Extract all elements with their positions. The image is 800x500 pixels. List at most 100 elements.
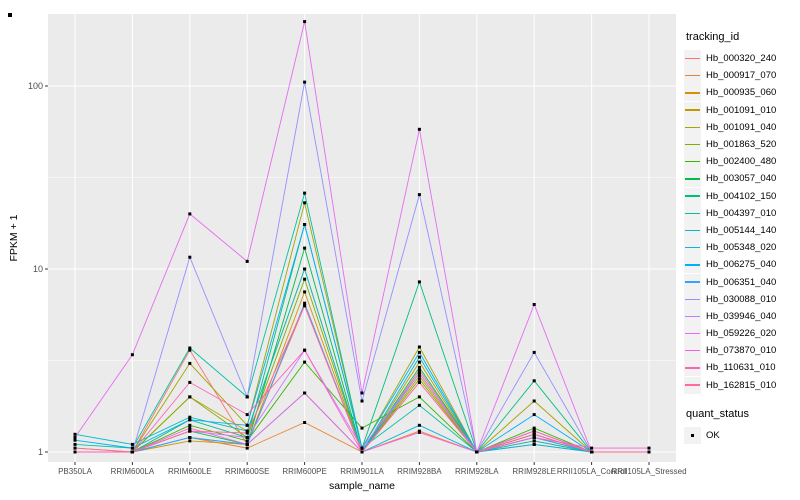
legend-key-line-icon	[685, 246, 700, 249]
data-point	[73, 432, 77, 436]
data-point	[130, 442, 134, 446]
quant-status-legend: quant_status OK	[684, 408, 800, 444]
x-tick-label: RRIM600LA	[111, 467, 155, 476]
data-point	[245, 429, 249, 433]
legend-key	[684, 101, 701, 119]
data-point	[417, 395, 421, 399]
data-point	[303, 201, 307, 205]
square-point-icon	[690, 433, 695, 438]
legend-item-label: Hb_005144_140	[706, 224, 777, 236]
data-point	[303, 191, 307, 195]
data-point	[245, 259, 249, 263]
data-point	[245, 395, 249, 399]
legend-title-quant-status: quant_status	[686, 407, 749, 420]
y-tick-label: 100	[28, 81, 43, 91]
legend-item-label: Hb_059226_020	[706, 328, 777, 340]
data-point	[303, 277, 307, 281]
x-tick-label: RRIM600SE	[225, 467, 269, 476]
legend-item-Hb_002400_480: Hb_002400_480	[684, 153, 800, 171]
legend-key	[684, 359, 701, 377]
data-point	[417, 193, 421, 197]
legend-item-label: Hb_001863_520	[706, 139, 777, 151]
data-point	[417, 430, 421, 434]
legend-item-Hb_006351_040: Hb_006351_040	[684, 273, 800, 291]
data-point	[188, 395, 192, 399]
data-point	[417, 371, 421, 375]
data-point	[188, 348, 192, 352]
legend-key	[684, 170, 701, 188]
legend-item-label: Hb_002400_480	[706, 156, 777, 168]
legend-item-Hb_030088_010: Hb_030088_010	[684, 290, 800, 308]
legend-key-line-icon	[685, 126, 700, 129]
data-point	[73, 438, 77, 442]
legend-key-line-icon	[685, 178, 700, 180]
legend-key	[684, 153, 701, 171]
data-point	[73, 436, 77, 439]
legend-item-label: Hb_110631_010	[706, 362, 776, 374]
data-point	[245, 439, 249, 443]
legend-key	[684, 118, 701, 136]
legend-key	[684, 290, 701, 308]
data-point	[245, 436, 249, 439]
x-axis-title: sample_name	[329, 480, 395, 492]
data-point	[417, 380, 421, 384]
x-tick-label: RRIM600LE	[168, 467, 212, 476]
legend-key-line-icon	[685, 212, 700, 214]
data-point	[417, 360, 421, 364]
data-point	[417, 374, 421, 378]
x-tick-label: RRIM928BA	[397, 467, 442, 476]
data-point	[130, 446, 134, 450]
data-point	[532, 399, 536, 403]
data-point	[647, 446, 651, 450]
legend-key-line-icon	[685, 92, 700, 94]
legend-key-line-icon	[685, 367, 700, 369]
y-tick-label: 1	[38, 447, 43, 457]
legend-item-label: Hb_039946_040	[706, 310, 777, 322]
data-point	[73, 450, 77, 454]
legend-item-label: Hb_000935_060	[706, 87, 777, 99]
data-point	[532, 413, 536, 417]
data-point	[303, 290, 307, 294]
data-point	[188, 418, 192, 422]
data-point	[532, 303, 536, 306]
legend-key	[684, 273, 701, 291]
data-point	[188, 429, 192, 433]
data-point	[130, 353, 134, 357]
legend-key	[684, 325, 701, 343]
data-point	[303, 391, 307, 395]
legend-key	[684, 187, 701, 205]
legend-key-line-icon	[685, 298, 700, 300]
legend-key	[684, 376, 701, 394]
x-tick-label: RRIM901LA	[340, 467, 384, 476]
legend-key	[684, 256, 701, 274]
legend-item-Hb_073870_010: Hb_073870_010	[684, 342, 800, 360]
data-point	[188, 415, 192, 419]
legend-entries: Hb_000320_240 Hb_000917_070 Hb_000935_060 H…	[684, 50, 800, 394]
data-point	[303, 348, 307, 352]
data-point	[417, 350, 421, 354]
data-point	[417, 365, 421, 369]
legend-item-label: Hb_073870_010	[706, 345, 777, 357]
legend-item-label: OK	[706, 429, 720, 441]
data-point	[303, 304, 307, 308]
data-point	[188, 255, 192, 259]
x-tick-label: RRIM600PE	[282, 467, 326, 476]
legend-item-Hb_000917_070: Hb_000917_070	[684, 67, 800, 85]
data-point	[590, 446, 594, 450]
legend-key-line-icon	[685, 195, 700, 197]
legend-key-line-icon	[685, 143, 700, 146]
data-point	[532, 436, 536, 439]
legend-key-line-icon	[685, 281, 700, 283]
legend-key-line-icon	[685, 384, 700, 386]
legend-item-label: Hb_162815_010	[706, 379, 777, 391]
legend-item-Hb_110631_010: Hb_110631_010	[684, 359, 800, 377]
data-point	[360, 446, 364, 450]
data-point	[303, 421, 307, 424]
data-point	[188, 439, 192, 443]
data-point	[417, 368, 421, 372]
ok-point-key	[684, 426, 701, 444]
legend-item-Hb_006275_040: Hb_006275_040	[684, 256, 800, 274]
legend-item-Hb_003057_040: Hb_003057_040	[684, 170, 800, 188]
legend-item-Hb_004102_150: Hb_004102_150	[684, 187, 800, 205]
